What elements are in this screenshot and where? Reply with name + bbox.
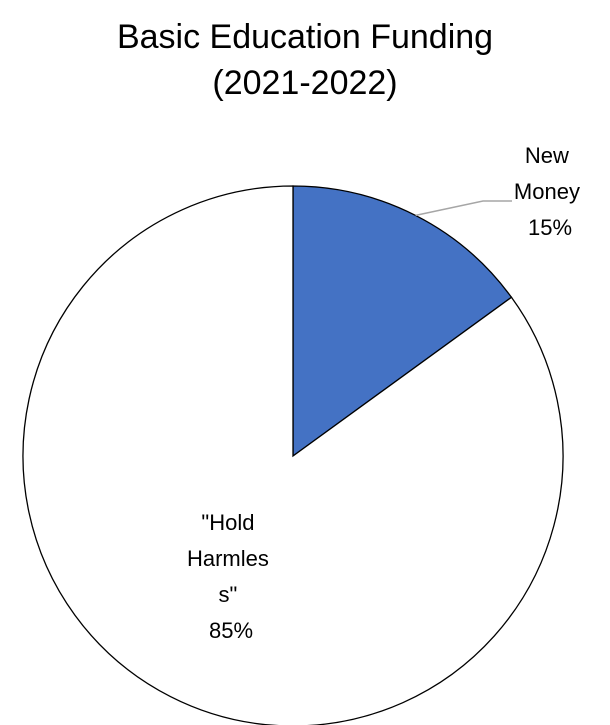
slice-label-hold-harmless-line-3: s": [219, 582, 238, 607]
pie-slices: [22, 185, 564, 725]
slice-label-hold-harmless-line-2: Harmles: [187, 546, 269, 571]
slice-label-hold-harmless-percent: 85%: [209, 618, 253, 643]
pie-slice-hold-harmless: [22, 185, 564, 725]
slice-label-new-money-line-1: New: [525, 143, 569, 168]
leader-line-new-money: [415, 200, 512, 217]
slice-label-new-money-percent: 15%: [528, 215, 572, 240]
pie-slice-new-money: [292, 185, 513, 458]
slice-labels: New Money 15% "Hold Harmles s" 85%: [187, 143, 586, 643]
slice-label-new-money: New Money 15%: [514, 143, 586, 240]
chart-title: Basic Education Funding (2021-2022): [0, 14, 610, 106]
slice-label-hold-harmless-line-1: "Hold: [201, 510, 254, 535]
chart-title-line-2: (2021-2022): [212, 64, 398, 102]
slice-label-hold-harmless: "Hold Harmles s" 85%: [187, 510, 275, 643]
chart-title-line-1: Basic Education Funding: [116, 18, 494, 56]
slice-label-new-money-line-2: Money: [514, 179, 580, 204]
